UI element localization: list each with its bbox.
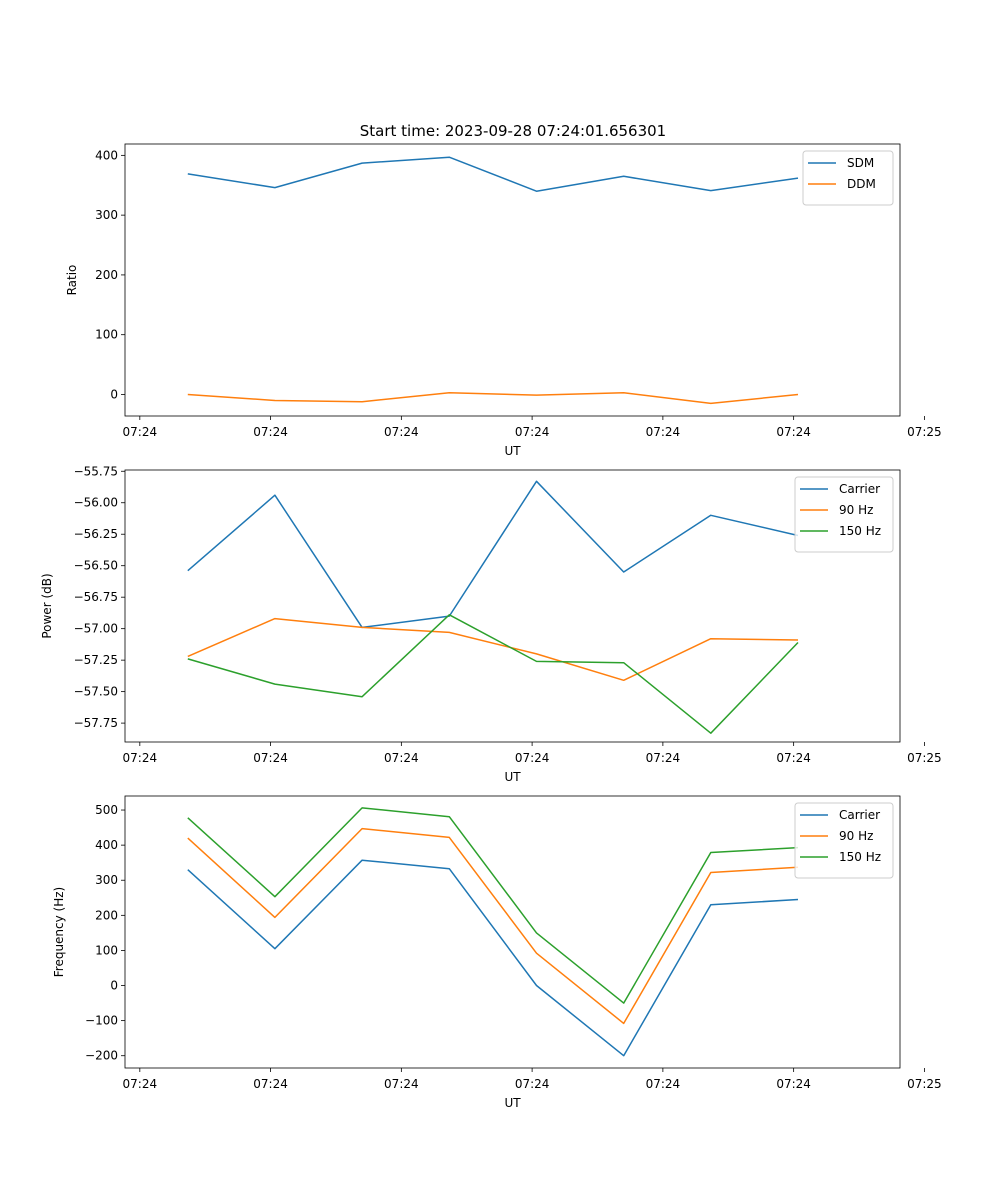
x-tick-label: 07:24	[515, 1077, 550, 1091]
y-tick-label: −57.75	[74, 716, 118, 730]
y-tick-label: 500	[95, 803, 118, 817]
x-tick-label: 07:24	[253, 751, 288, 765]
x-tick-label: 07:24	[384, 751, 419, 765]
x-tick-label: 07:24	[646, 751, 681, 765]
series-line-90-hz	[187, 617, 799, 682]
y-tick-label: −56.00	[74, 496, 118, 510]
legend: Carrier 90 Hz 150 Hz	[794, 476, 894, 553]
y-tick-label: −55.75	[74, 464, 118, 478]
panel-2: 07:24 07:24 07:24 07:24 07:24 07:24 07:25 −55.7…	[40, 464, 942, 784]
x-tick-label: 07:24	[515, 425, 550, 439]
axes-frame	[124, 143, 901, 417]
legend-label-sdm: SDM	[847, 156, 874, 170]
x-tick-label: 07:24	[253, 425, 288, 439]
legend-label-90-hz: 90 Hz	[839, 503, 873, 517]
x-tick-label: 07:25	[907, 425, 942, 439]
y-axis-label: Power (dB)	[40, 573, 54, 638]
y-tick-label: 300	[95, 208, 118, 222]
legend-box	[794, 802, 894, 879]
y-tick-label: 100	[95, 943, 118, 957]
series-line-ddm	[187, 391, 799, 405]
legend-label-carrier: Carrier	[839, 808, 880, 822]
y-tick-label: 0	[110, 387, 118, 401]
y-tick-label: −56.75	[74, 590, 118, 604]
legend-box	[794, 476, 894, 553]
series-line-carrier	[187, 480, 799, 629]
x-tick-label: 07:24	[776, 1077, 811, 1091]
legend: Carrier 90 Hz 150 Hz	[794, 802, 894, 879]
y-axis-label: Ratio	[65, 265, 79, 296]
series-line-sdm	[187, 156, 799, 192]
x-tick-label: 07:24	[123, 1077, 158, 1091]
legend-label-90-hz: 90 Hz	[839, 829, 873, 843]
panel-1: 07:24 07:24 07:24 07:24 07:24 07:24 07:25 0 100 2…	[65, 143, 942, 458]
x-tick-label: 07:25	[907, 1077, 942, 1091]
legend-label-150-hz: 150 Hz	[839, 524, 881, 538]
y-tick-label: 0	[110, 979, 118, 993]
y-tick-label: −56.25	[74, 527, 118, 541]
x-tick-label: 07:24	[384, 1077, 419, 1091]
y-tick-label: 200	[95, 268, 118, 282]
legend: SDM DDM	[802, 150, 894, 206]
y-tick-label: 400	[95, 148, 118, 162]
x-tick-label: 07:24	[776, 751, 811, 765]
panel-3: 07:24 07:24 07:24 07:24 07:24 07:24 07:25 −200 −…	[52, 795, 942, 1110]
x-tick-label: 07:24	[384, 425, 419, 439]
y-tick-label: −100	[85, 1014, 118, 1028]
legend-label-150-hz: 150 Hz	[839, 850, 881, 864]
y-tick-label: 300	[95, 873, 118, 887]
figure-title: Start time: 2023-09-28 07:24:01.656301	[360, 122, 666, 140]
y-tick-label: 200	[95, 908, 118, 922]
y-tick-label: 100	[95, 328, 118, 342]
x-axis-label: UT	[504, 1096, 521, 1110]
legend-label-ddm: DDM	[847, 177, 876, 191]
y-tick-label: −200	[85, 1049, 118, 1063]
y-tick-label: 400	[95, 838, 118, 852]
y-axis-label: Frequency (Hz)	[52, 887, 66, 978]
x-tick-label: 07:24	[253, 1077, 288, 1091]
y-tick-label: −56.50	[74, 559, 118, 573]
x-axis-label: UT	[504, 444, 521, 458]
x-tick-label: 07:24	[123, 425, 158, 439]
series-line-90-hz	[187, 827, 799, 1025]
axes-frame	[124, 795, 901, 1069]
series-line-150-hz	[187, 614, 799, 734]
x-tick-label: 07:24	[515, 751, 550, 765]
series-line-150-hz	[187, 807, 799, 1004]
x-tick-label: 07:25	[907, 751, 942, 765]
legend-box	[802, 150, 894, 206]
legend-label-carrier: Carrier	[839, 482, 880, 496]
y-tick-label: −57.50	[74, 685, 118, 699]
x-axis-label: UT	[504, 770, 521, 784]
y-tick-label: −57.00	[74, 622, 118, 636]
x-tick-label: 07:24	[646, 1077, 681, 1091]
series-line-carrier	[187, 859, 799, 1057]
x-tick-label: 07:24	[123, 751, 158, 765]
axes-frame	[124, 469, 901, 743]
y-tick-label: −57.25	[74, 653, 118, 667]
x-tick-label: 07:24	[646, 425, 681, 439]
x-tick-label: 07:24	[776, 425, 811, 439]
